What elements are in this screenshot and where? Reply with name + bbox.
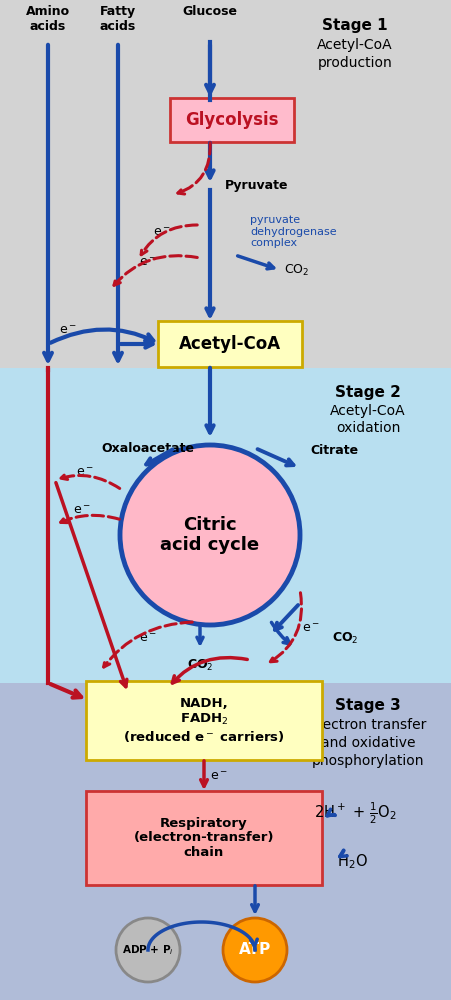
Text: Pyruvate: Pyruvate [225,178,288,192]
Bar [0,0,451,368]
Text: ADP + P$_i$: ADP + P$_i$ [122,943,174,957]
Text: oxidation: oxidation [335,421,399,435]
Text: Acetyl-CoA: Acetyl-CoA [179,335,281,353]
Text: Stage 1: Stage 1 [322,18,387,33]
Text: Stage 3: Stage 3 [334,698,400,713]
Text: e$^-$: e$^-$ [153,226,170,238]
Text: e$^-$: e$^-$ [76,466,94,479]
Text: 2H$^+$ + $\frac{1}{2}$O$_2$: 2H$^+$ + $\frac{1}{2}$O$_2$ [313,800,396,826]
Text: e$^-$: e$^-$ [301,621,319,635]
Text: and oxidative: and oxidative [320,736,414,750]
Text: e$^-$: e$^-$ [210,770,227,782]
Text: e$^-$: e$^-$ [59,324,77,336]
Text: e$^-$: e$^-$ [139,255,156,268]
Text: Citrate: Citrate [309,444,357,456]
Text: Electron transfer: Electron transfer [309,718,425,732]
Text: CO$_2$: CO$_2$ [331,630,358,646]
FancyBboxPatch shape [170,98,293,142]
Text: Glucose: Glucose [182,5,237,18]
Text: e$^-$: e$^-$ [139,632,156,645]
Text: CO$_2$: CO$_2$ [283,262,308,278]
Text: Stage 2: Stage 2 [334,385,400,400]
Text: H$_2$O: H$_2$O [336,853,367,871]
Text: phosphorylation: phosphorylation [311,754,423,768]
Circle shape [120,445,299,625]
Text: NADH,
FADH$_2$
(reduced e$^-$ carriers): NADH, FADH$_2$ (reduced e$^-$ carriers) [123,697,284,744]
Text: Acetyl-CoA: Acetyl-CoA [317,38,392,52]
Text: CO$_2$: CO$_2$ [186,658,213,673]
Text: pyruvate
dehydrogenase
complex: pyruvate dehydrogenase complex [249,215,336,248]
Text: e$^-$: e$^-$ [73,504,91,516]
Bar [0,683,451,1000]
Circle shape [222,918,286,982]
Text: ATP: ATP [238,942,271,958]
Circle shape [116,918,179,982]
Text: Respiratory
(electron-transfer)
chain: Respiratory (electron-transfer) chain [133,816,274,859]
Text: Oxaloacetate: Oxaloacetate [101,442,194,454]
Text: Citric
acid cycle: Citric acid cycle [160,516,259,554]
Text: Fatty
acids: Fatty acids [100,5,136,33]
FancyBboxPatch shape [86,681,321,760]
Text: Amino
acids: Amino acids [26,5,70,33]
Bar [0,368,451,683]
Text: Acetyl-CoA: Acetyl-CoA [330,404,405,418]
Text: production: production [317,56,391,70]
FancyBboxPatch shape [86,791,321,885]
Text: Glycolysis: Glycolysis [185,111,278,129]
FancyBboxPatch shape [158,321,301,367]
